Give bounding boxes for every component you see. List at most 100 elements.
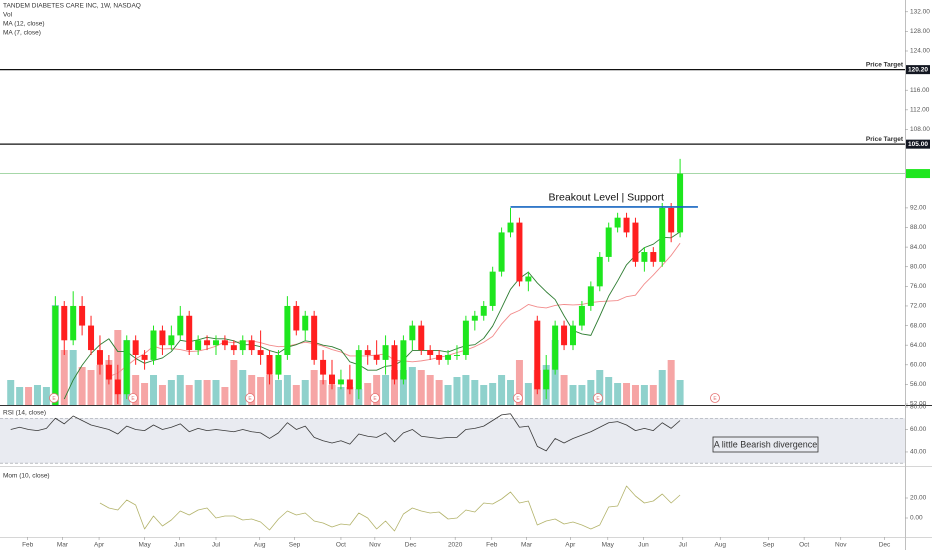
mom-title: Mom (10, close) xyxy=(3,473,50,480)
volume-bar xyxy=(560,375,568,405)
volume-bar xyxy=(239,370,247,405)
x-tick-label: Dec xyxy=(879,542,891,549)
ma-line xyxy=(63,231,681,400)
annotation-text: Breakout Level | Support xyxy=(549,192,664,204)
annotation-text: A little Bearish divergence xyxy=(714,439,818,449)
y-tick-label: 132.00 xyxy=(910,8,930,15)
candle-body xyxy=(543,369,550,390)
volume-bar xyxy=(185,385,193,405)
candle-body xyxy=(221,340,228,346)
volume-bar xyxy=(150,375,158,405)
volume-bar xyxy=(515,360,523,405)
x-tick-label: Sep xyxy=(289,542,301,549)
earnings-marker xyxy=(128,393,138,403)
y-tick-label: 72.00 xyxy=(910,303,927,310)
x-tick-label: Aug xyxy=(714,542,726,549)
candle-body xyxy=(159,330,166,346)
volume-bar xyxy=(60,350,68,405)
candle-body xyxy=(141,354,148,360)
earnings-label: E xyxy=(713,396,717,402)
candle-body xyxy=(516,222,523,282)
x-tick-label: Dec xyxy=(405,542,417,549)
earnings-label: E xyxy=(131,396,135,402)
volume-bar xyxy=(266,375,274,405)
candle-body xyxy=(480,305,487,316)
x-tick-label: Oct xyxy=(799,542,809,549)
candle-body xyxy=(462,320,469,355)
volume-bar xyxy=(25,387,33,405)
volume-bar xyxy=(417,370,425,405)
candle-body xyxy=(409,325,416,341)
candle-body xyxy=(623,217,630,233)
volume-bar xyxy=(42,387,50,405)
candle-body xyxy=(70,305,77,341)
candle-body xyxy=(596,256,603,287)
x-tick-label: May xyxy=(602,542,615,549)
volume-bar xyxy=(471,380,479,405)
volume-bar xyxy=(69,350,77,405)
y-tick-label: 64.00 xyxy=(910,342,927,349)
candle-body xyxy=(534,320,541,390)
x-tick-label: Sep xyxy=(763,542,775,549)
volume-bar xyxy=(292,385,300,405)
y-tick-label: 40.00 xyxy=(910,449,927,456)
candle-body xyxy=(587,286,594,306)
volume-bar xyxy=(319,380,327,405)
candle-body xyxy=(79,305,86,326)
volume-bar xyxy=(301,380,309,405)
y-tick-label: 56.00 xyxy=(910,381,927,388)
candle-body xyxy=(150,330,157,360)
candle-body xyxy=(230,345,237,351)
earnings-label: E xyxy=(373,396,377,402)
candle-body xyxy=(632,222,639,262)
candle-body xyxy=(605,227,612,257)
candle-body xyxy=(96,350,103,365)
volume-bar xyxy=(498,375,506,405)
volume-bar xyxy=(382,375,390,405)
indicator-line xyxy=(10,413,681,452)
candle-body xyxy=(212,340,219,346)
candle-body xyxy=(257,350,264,355)
earnings-label: E xyxy=(596,396,600,402)
candle-body xyxy=(320,359,327,375)
volume-bar xyxy=(230,360,238,405)
candle-body xyxy=(132,340,139,355)
candle-body xyxy=(177,315,184,336)
x-tick-label: Mar xyxy=(521,542,533,549)
candle-body xyxy=(61,305,68,341)
x-tick-label: Jun xyxy=(638,542,649,549)
candle-body xyxy=(561,325,568,346)
volume-bar xyxy=(596,370,604,405)
earnings-label: E xyxy=(52,396,56,402)
x-tick-label: May xyxy=(138,542,151,549)
earnings-marker xyxy=(245,393,255,403)
volume-bar xyxy=(587,380,595,405)
candle-body xyxy=(168,335,175,346)
candle-body xyxy=(525,276,532,282)
earnings-label: E xyxy=(248,396,252,402)
y-tick-label: 60.00 xyxy=(910,362,927,369)
volume-bar xyxy=(248,375,256,405)
volume-bar xyxy=(399,370,407,405)
volume-bar xyxy=(373,375,381,405)
x-tick-label: Feb xyxy=(22,542,34,549)
candle-body xyxy=(248,340,255,351)
x-tick-label: Apr xyxy=(94,542,105,549)
candle-body xyxy=(471,315,478,321)
candle-body xyxy=(391,345,398,380)
y-tick-label: 116.00 xyxy=(910,87,930,94)
volume-bar xyxy=(435,380,443,405)
y-tick-label: 60.00 xyxy=(910,426,927,433)
volume-bar xyxy=(96,365,104,405)
candle-body xyxy=(427,350,434,355)
y-tick-label: 112.00 xyxy=(910,107,930,114)
x-tick-label: Jul xyxy=(212,542,221,549)
candle-body xyxy=(337,379,344,385)
rsi-title: RSI (14, close) xyxy=(3,410,46,417)
x-tick-label: Jul xyxy=(679,542,688,549)
legend-volume: Vol xyxy=(3,12,13,19)
candle-body xyxy=(52,305,59,405)
x-tick-label: 2020 xyxy=(448,542,463,549)
